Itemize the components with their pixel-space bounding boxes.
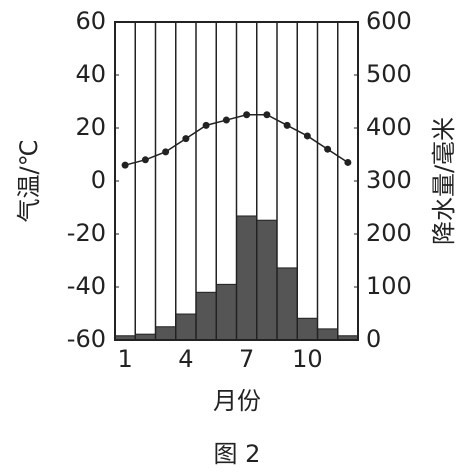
x-axis-label: 月份 xyxy=(213,387,261,415)
x-tick-label: 10 xyxy=(292,345,323,373)
y2-tick-label: 200 xyxy=(366,219,412,247)
x-tick-label: 1 xyxy=(117,345,132,373)
point xyxy=(263,111,271,119)
bar xyxy=(155,326,177,341)
line xyxy=(124,114,349,166)
caption: 图 2 xyxy=(214,440,261,468)
point xyxy=(202,121,210,129)
y2-tick-label: 100 xyxy=(366,272,412,300)
x-tick-label: 4 xyxy=(178,345,193,373)
point xyxy=(121,161,129,169)
point xyxy=(182,135,190,143)
y-tick-label: -60 xyxy=(67,325,106,353)
y2-tick-label: 300 xyxy=(366,166,412,194)
y2-axis-label: 降水量/毫米 xyxy=(430,117,458,245)
plot-frame xyxy=(114,21,359,341)
bar xyxy=(276,267,298,341)
x-tick-label: 7 xyxy=(239,345,254,373)
y2-tick-label: 500 xyxy=(366,60,412,88)
point xyxy=(324,145,332,153)
bar xyxy=(236,215,258,341)
y2-tick-label: 400 xyxy=(366,113,412,141)
point xyxy=(162,148,170,156)
y-axis-label: 气温/℃ xyxy=(15,139,43,222)
point xyxy=(243,111,251,119)
point xyxy=(141,156,149,164)
y-tick-label: 0 xyxy=(91,166,106,194)
y2-tick-label: 0 xyxy=(366,325,381,353)
y2-tick-label: 600 xyxy=(366,7,412,35)
bar xyxy=(317,328,339,341)
y-tick-label: 60 xyxy=(75,7,106,35)
y-tick-label: -20 xyxy=(67,219,106,247)
bar xyxy=(296,317,318,341)
point xyxy=(344,158,352,166)
point xyxy=(303,132,311,140)
point xyxy=(222,116,230,124)
y-tick-label: 20 xyxy=(75,113,106,141)
y-tick-label: -40 xyxy=(67,272,106,300)
bar xyxy=(195,291,217,341)
bar xyxy=(215,283,237,341)
y-tick-label: 40 xyxy=(75,60,106,88)
bar xyxy=(256,219,278,341)
point xyxy=(283,121,291,129)
bar xyxy=(175,313,197,341)
